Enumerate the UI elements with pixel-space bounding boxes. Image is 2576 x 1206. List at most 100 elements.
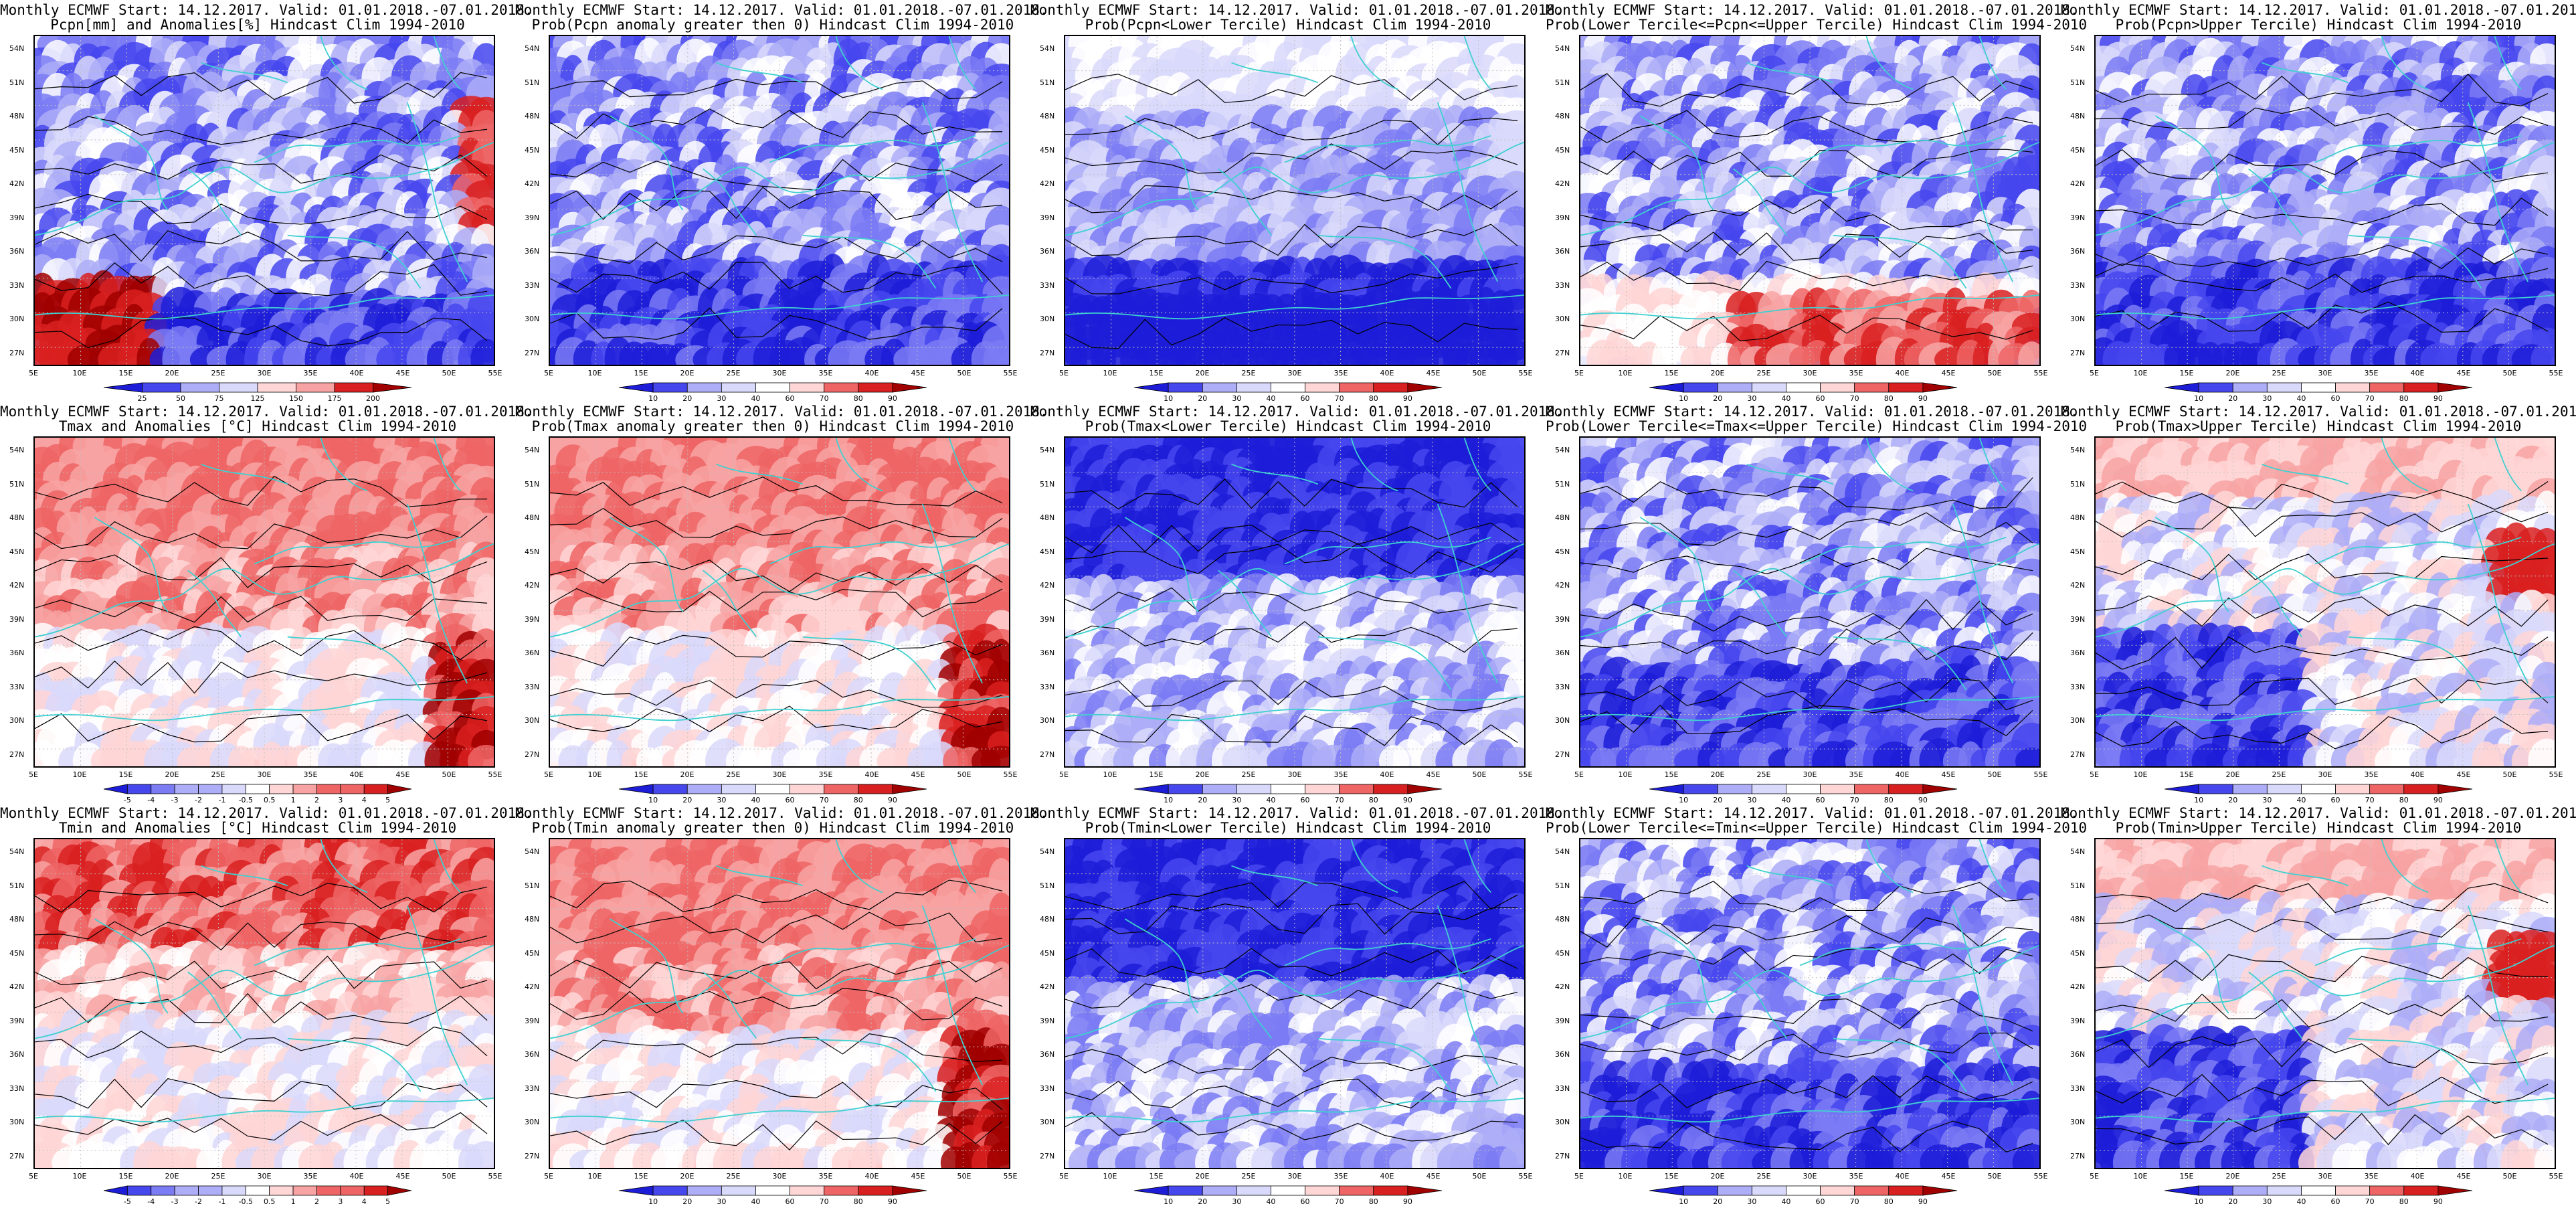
lon-tick-label: 25E xyxy=(2272,369,2286,377)
lon-tick-label: 15E xyxy=(634,369,648,377)
lon-tick-label: 5E xyxy=(2090,1172,2099,1181)
lat-tick-label: 51N xyxy=(1040,480,1054,489)
colorbar xyxy=(2165,1186,2472,1195)
lon-tick-label: 55E xyxy=(2034,369,2048,377)
colorbar-tick-label: 90 xyxy=(1918,1197,1928,1206)
lat-tick-label: 27N xyxy=(1040,1152,1054,1160)
colorbar-tick-label: 1 xyxy=(291,1197,296,1206)
lat-tick-label: 51N xyxy=(1555,78,1570,87)
lat-tick-label: 36N xyxy=(1040,1050,1054,1059)
lon-tick-label: 30E xyxy=(258,770,272,779)
lon-tick-label: 30E xyxy=(2318,1172,2332,1181)
lat-tick-label: 36N xyxy=(525,247,539,256)
panel-title-line2: Prob(Pcpn<Lower Tercile) Hindcast Clim 1… xyxy=(1030,17,1546,32)
colorbar-tick-label: 10 xyxy=(1679,1197,1688,1206)
lat-tick-label: 36N xyxy=(1555,1050,1570,1059)
lat-tick-label: 51N xyxy=(9,881,24,890)
lon-tick-label: 50E xyxy=(957,770,972,779)
lat-tick-label: 27N xyxy=(9,750,24,759)
panel-title-line1: Monthly ECMWF Start: 14.12.2017. Valid: … xyxy=(1030,3,1546,17)
lon-tick-label: 25E xyxy=(727,1172,741,1181)
lat-tick-label: 39N xyxy=(2070,615,2085,624)
lon-tick-label: 30E xyxy=(2318,369,2332,377)
colorbar-tick-label: -3 xyxy=(171,1197,179,1206)
lon-tick-label: 45E xyxy=(1427,770,1441,779)
panel-title-line2: Prob(Lower Tercile<=Pcpn<=Upper Tercile)… xyxy=(1546,17,2061,32)
lat-tick-label: 45N xyxy=(525,547,539,556)
panel-title-line2: Pcpn[mm] and Anomalies[%] Hindcast Clim … xyxy=(0,17,515,32)
colorbar-tick-label: 70 xyxy=(2365,1197,2375,1206)
lon-tick-label: 15E xyxy=(1665,369,1679,377)
lat-tick-label: 33N xyxy=(525,281,539,290)
panel-title-line1: Monthly ECMWF Start: 14.12.2017. Valid: … xyxy=(0,3,515,17)
colorbar-tick-label: 20 xyxy=(2228,1197,2237,1206)
lat-tick-label: 30N xyxy=(1555,716,1570,725)
lon-tick-label: 40E xyxy=(865,1172,879,1181)
lat-tick-label: 45N xyxy=(2070,547,2085,556)
lon-tick-label: 10E xyxy=(1619,369,1633,377)
lat-tick-label: 51N xyxy=(1555,480,1570,489)
colorbar-tick-label: 20 xyxy=(682,1197,692,1206)
lat-tick-label: 30N xyxy=(525,1118,539,1126)
lat-tick-label: 45N xyxy=(2070,949,2085,958)
lon-tick-label: 15E xyxy=(634,770,648,779)
panel-title-line2: Prob(Tmax anomaly greater then 0) Hindca… xyxy=(515,419,1030,434)
panel-title-line1: Monthly ECMWF Start: 14.12.2017. Valid: … xyxy=(0,404,515,419)
lon-tick-label: 15E xyxy=(2180,770,2194,779)
lat-tick-label: 42N xyxy=(1555,982,1570,991)
lat-tick-label: 27N xyxy=(9,1152,24,1160)
lon-tick-label: 10E xyxy=(2134,1172,2148,1181)
colorbar xyxy=(104,784,411,794)
colorbar-tick-label: 30 xyxy=(2262,1197,2272,1206)
lat-tick-label: 27N xyxy=(525,1152,539,1160)
lon-tick-label: 45E xyxy=(396,770,410,779)
map-field xyxy=(1065,438,1524,766)
lon-tick-label: 45E xyxy=(911,770,925,779)
map-area xyxy=(1064,838,1526,1169)
colorbar-tick-label: 90 xyxy=(1403,1197,1412,1206)
lat-tick-label: 54N xyxy=(9,446,24,454)
lat-tick-label: 42N xyxy=(2070,581,2085,590)
lon-tick-label: 45E xyxy=(396,1172,410,1181)
lon-tick-label: 15E xyxy=(1665,770,1679,779)
lon-tick-label: 55E xyxy=(1004,770,1018,779)
lon-tick-label: 40E xyxy=(865,770,879,779)
lat-tick-label: 51N xyxy=(2070,881,2085,890)
map-panel: Monthly ECMWF Start: 14.12.2017. Valid: … xyxy=(1546,0,2061,402)
lon-tick-label: 40E xyxy=(350,1172,364,1181)
colorbar xyxy=(104,1186,411,1195)
lon-tick-label: 35E xyxy=(304,770,318,779)
lon-tick-label: 55E xyxy=(2549,369,2563,377)
panel-title-line2: Prob(Pcpn>Upper Tercile) Hindcast Clim 1… xyxy=(2061,17,2576,32)
lon-tick-label: 15E xyxy=(1149,1172,1164,1181)
map-area xyxy=(33,838,495,1169)
lon-tick-label: 30E xyxy=(773,369,787,377)
lat-tick-label: 42N xyxy=(1555,179,1570,188)
colorbar-tick-label: 60 xyxy=(1816,1197,1825,1206)
lat-tick-label: 51N xyxy=(9,480,24,489)
lon-tick-label: 30E xyxy=(1288,369,1302,377)
lat-tick-label: 45N xyxy=(525,146,539,155)
lon-tick-label: 30E xyxy=(773,770,787,779)
map-field xyxy=(35,36,494,365)
lon-tick-label: 50E xyxy=(2503,369,2517,377)
lon-tick-label: 10E xyxy=(1619,770,1633,779)
lat-tick-label: 54N xyxy=(2070,847,2085,856)
lon-tick-label: 20E xyxy=(1196,1172,1210,1181)
lon-tick-label: 50E xyxy=(1473,770,1487,779)
lon-tick-label: 45E xyxy=(1942,369,1956,377)
lat-tick-label: 36N xyxy=(525,649,539,657)
lat-tick-label: 48N xyxy=(2070,915,2085,924)
lon-tick-label: 35E xyxy=(819,369,833,377)
lon-tick-label: 20E xyxy=(680,369,695,377)
lat-tick-label: 42N xyxy=(525,581,539,590)
lon-tick-label: 20E xyxy=(165,1172,179,1181)
panel-title-line1: Monthly ECMWF Start: 14.12.2017. Valid: … xyxy=(515,404,1030,419)
lat-tick-label: 51N xyxy=(1040,881,1054,890)
lat-tick-label: 48N xyxy=(2070,112,2085,120)
lon-tick-label: 5E xyxy=(2090,369,2099,377)
lat-tick-label: 51N xyxy=(525,881,539,890)
colorbar-tick-label: -5 xyxy=(124,1197,131,1206)
colorbar-tick-label: 30 xyxy=(1232,1197,1241,1206)
colorbar-tick-label: 4 xyxy=(362,1197,367,1206)
